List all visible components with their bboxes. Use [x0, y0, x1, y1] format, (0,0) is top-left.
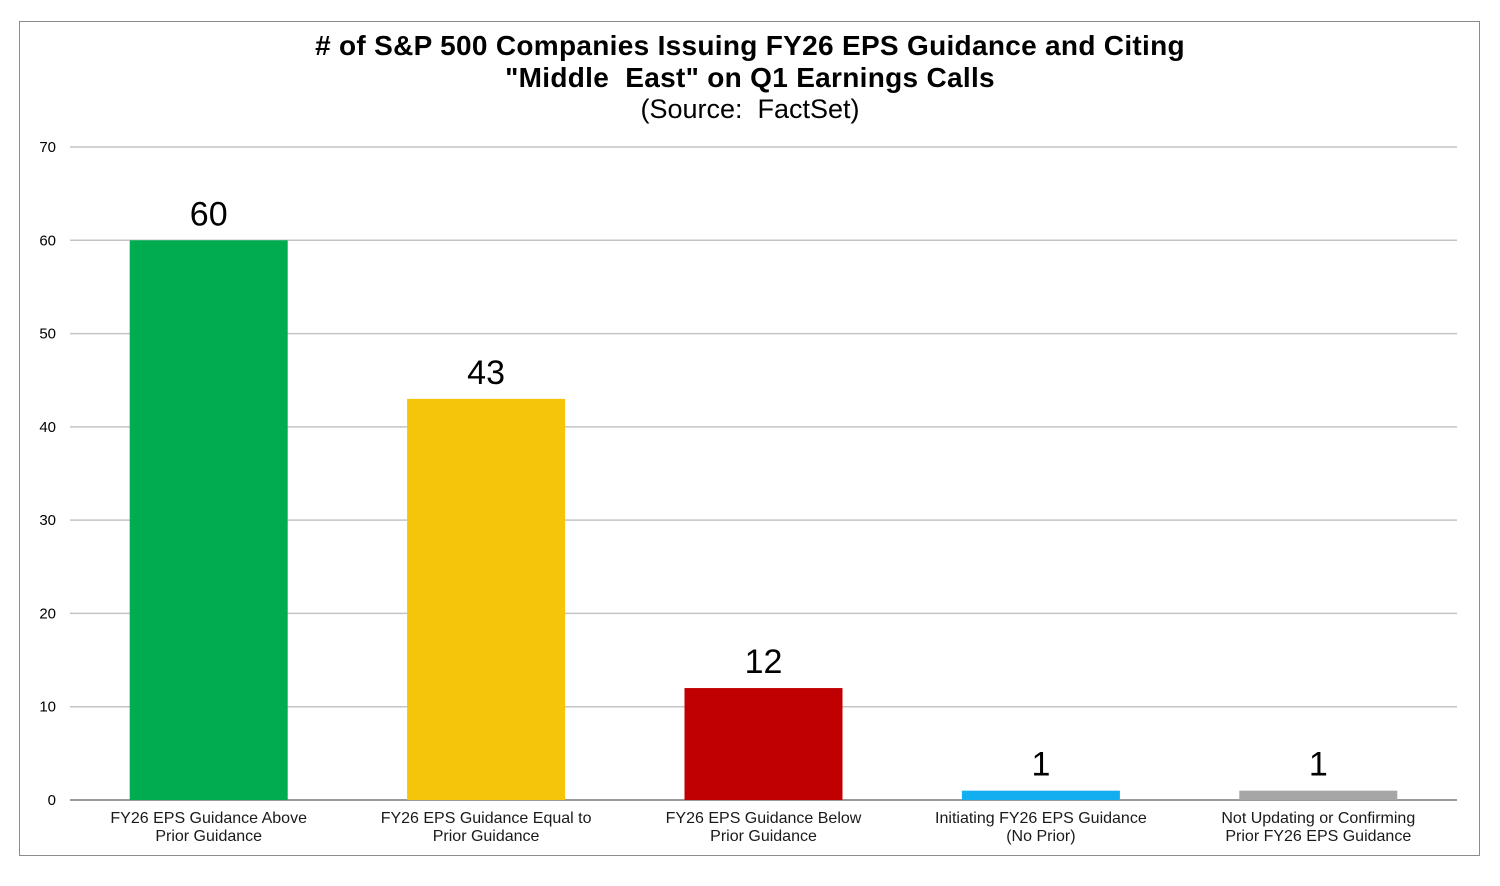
- chart-title: # of S&P 500 Companies Issuing FY26 EPS …: [0, 30, 1500, 124]
- y-tick-label: 70: [39, 139, 56, 156]
- x-tick-label: Prior Guidance: [433, 828, 540, 845]
- x-tick-label: (No Prior): [1006, 828, 1075, 845]
- data-label: 1: [1309, 746, 1328, 784]
- data-label: 43: [467, 354, 505, 392]
- bar: [1239, 790, 1398, 800]
- chart-subtitle: (Source: FactSet): [640, 94, 860, 124]
- bar: [961, 790, 1120, 800]
- x-tick-label: FY26 EPS Guidance Below: [666, 810, 862, 827]
- x-tick-label: Initiating FY26 EPS Guidance: [935, 810, 1147, 827]
- data-label: 1: [1031, 746, 1050, 784]
- data-label: 60: [190, 195, 228, 233]
- chart-title-line-1: # of S&P 500 Companies Issuing FY26 EPS …: [315, 30, 1185, 61]
- y-tick-label: 0: [48, 792, 56, 809]
- x-tick-label: FY26 EPS Guidance Above: [110, 810, 307, 827]
- chart-title-line-2: "Middle East" on Q1 Earnings Calls: [505, 62, 995, 93]
- x-tick-label: Prior Guidance: [710, 828, 817, 845]
- x-tick-label: Not Updating or Confirming: [1221, 810, 1415, 827]
- bar: [684, 688, 843, 800]
- x-tick-label: FY26 EPS Guidance Equal to: [381, 810, 592, 827]
- y-tick-label: 20: [39, 605, 56, 622]
- y-tick-label: 10: [39, 699, 56, 716]
- data-label: 12: [745, 643, 783, 681]
- y-tick-label: 60: [39, 232, 56, 249]
- y-tick-label: 40: [39, 419, 56, 436]
- x-tick-label: Prior Guidance: [155, 828, 262, 845]
- bar: [129, 240, 288, 801]
- y-tick-label: 50: [39, 326, 56, 343]
- bar: [407, 398, 566, 800]
- x-tick-label: Prior FY26 EPS Guidance: [1225, 828, 1411, 845]
- y-tick-label: 30: [39, 512, 56, 529]
